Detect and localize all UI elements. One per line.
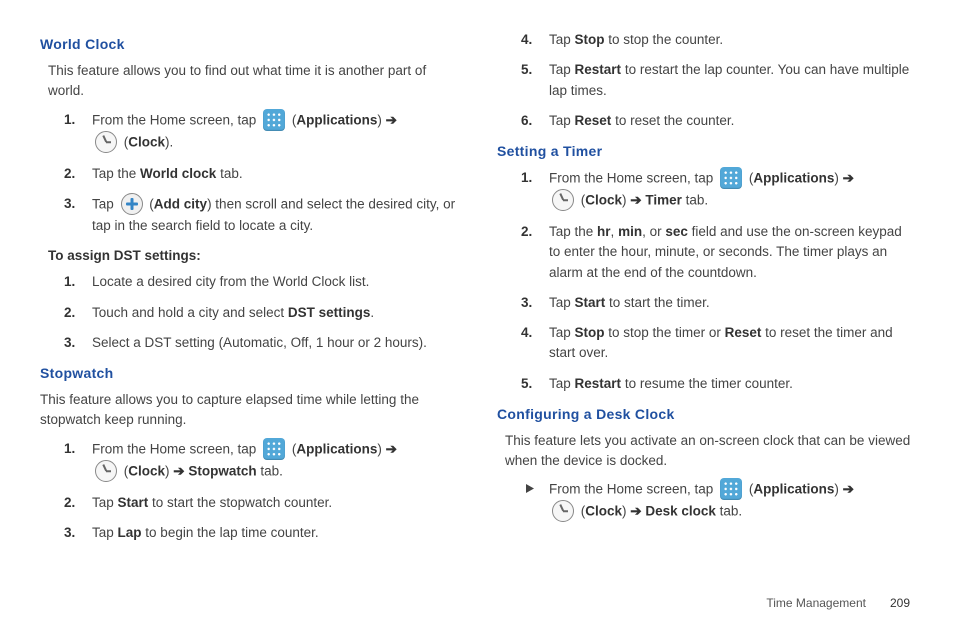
step-text: Tap Restart to restart the lap counter. … <box>549 62 909 97</box>
step-item: 1. From the Home screen, tap (Applicatio… <box>64 110 457 154</box>
step-number: 3. <box>64 333 75 353</box>
step-text: Tap Start to start the stopwatch counter… <box>92 495 332 510</box>
step-number: 2. <box>64 164 75 184</box>
dst-steps: 1. Locate a desired city from the World … <box>64 272 457 353</box>
footer-section-name: Time Management <box>766 594 866 612</box>
world-clock-steps: 1. From the Home screen, tap (Applicatio… <box>64 110 457 237</box>
step-text: (Clock) ➔ Timer tab. <box>581 193 708 208</box>
step-item: 2. Touch and hold a city and select DST … <box>64 303 457 323</box>
step-number: 2. <box>64 493 75 513</box>
step-number: 5. <box>521 374 532 394</box>
step-text: Locate a desired city from the World Clo… <box>92 274 369 289</box>
stopwatch-steps: 1. From the Home screen, tap (Applicatio… <box>64 439 457 544</box>
timer-steps: 1. From the Home screen, tap (Applicatio… <box>521 168 914 394</box>
footer-page-number: 209 <box>890 594 910 612</box>
step-text: Touch and hold a city and select DST set… <box>92 305 374 320</box>
step-text: (Applications) ➔ <box>292 441 397 456</box>
step-text: Tap <box>92 196 118 211</box>
step-number: 2. <box>521 222 532 242</box>
applications-icon <box>263 109 285 131</box>
step-item: 5. Tap Restart to restart the lap counte… <box>521 60 914 101</box>
step-number: 1. <box>64 439 75 459</box>
world-clock-intro: This feature allows you to find out what… <box>48 61 457 102</box>
step-text: From the Home screen, tap <box>549 171 717 186</box>
step-text: Tap Restart to resume the timer counter. <box>549 376 793 391</box>
clock-icon <box>552 500 574 522</box>
step-number: 3. <box>521 293 532 313</box>
heading-setting-timer: Setting a Timer <box>497 141 914 162</box>
step-text: Tap Stop to stop the timer or Reset to r… <box>549 325 893 360</box>
step-text: From the Home screen, tap <box>92 441 260 456</box>
step-number: 4. <box>521 323 532 343</box>
step-number: 5. <box>521 60 532 80</box>
clock-icon <box>552 189 574 211</box>
step-text: (Applications) ➔ <box>292 112 397 127</box>
step-item: 3. Tap (Add city) then scroll and select… <box>64 194 457 236</box>
step-item: 1. From the Home screen, tap (Applicatio… <box>521 168 914 212</box>
heading-stopwatch: Stopwatch <box>40 363 457 384</box>
step-item: 6. Tap Reset to reset the counter. <box>521 111 914 131</box>
heading-desk-clock: Configuring a Desk Clock <box>497 404 914 425</box>
dst-subheading: To assign DST settings: <box>48 246 457 266</box>
desk-clock-intro: This feature lets you activate an on-scr… <box>505 431 914 472</box>
step-item: 1. From the Home screen, tap (Applicatio… <box>64 439 457 483</box>
step-text: (Clock). <box>124 134 174 149</box>
step-number: 1. <box>64 272 75 292</box>
step-text: (Add city) then scroll and select the de… <box>92 196 455 232</box>
step-text: From the Home screen, tap <box>92 112 260 127</box>
step-item: 2. Tap the World clock tab. <box>64 164 457 184</box>
step-item: 5. Tap Restart to resume the timer count… <box>521 374 914 394</box>
step-number: 1. <box>521 168 532 188</box>
step-text: Select a DST setting (Automatic, Off, 1 … <box>92 335 427 350</box>
step-text: Tap Stop to stop the counter. <box>549 32 723 47</box>
step-text: (Clock) ➔ Desk clock tab. <box>581 504 742 519</box>
step-number: 1. <box>64 110 75 130</box>
stopwatch-steps-continued: 4. Tap Stop to stop the counter. 5. Tap … <box>521 30 914 131</box>
step-number: 4. <box>521 30 532 50</box>
step-item: 4. Tap Stop to stop the counter. <box>521 30 914 50</box>
step-text: From the Home screen, tap <box>549 482 717 497</box>
step-text: Tap the hr, min, or sec field and use th… <box>549 224 902 280</box>
stopwatch-intro: This feature allows you to capture elaps… <box>40 390 457 431</box>
clock-icon <box>95 131 117 153</box>
desk-clock-step: From the Home screen, tap (Applications)… <box>521 479 914 523</box>
step-text: Tap Lap to begin the lap time counter. <box>92 525 319 540</box>
step-text: Tap Start to start the timer. <box>549 295 710 310</box>
step-item: 2. Tap the hr, min, or sec field and use… <box>521 222 914 283</box>
step-item: 3. Tap Lap to begin the lap time counter… <box>64 523 457 543</box>
right-column: 4. Tap Stop to stop the counter. 5. Tap … <box>497 30 914 590</box>
left-column: World Clock This feature allows you to f… <box>40 30 457 590</box>
triangle-bullet-icon <box>525 483 535 494</box>
add-city-icon <box>121 193 143 215</box>
step-item: 4. Tap Stop to stop the timer or Reset t… <box>521 323 914 364</box>
step-number: 6. <box>521 111 532 131</box>
applications-icon <box>720 478 742 500</box>
heading-world-clock: World Clock <box>40 34 457 55</box>
step-text: Tap the World clock tab. <box>92 166 243 181</box>
step-text: (Clock) ➔ Stopwatch tab. <box>124 463 283 478</box>
step-text: (Applications) ➔ <box>749 171 854 186</box>
step-item: 3. Tap Start to start the timer. <box>521 293 914 313</box>
step-item: 3. Select a DST setting (Automatic, Off,… <box>64 333 457 353</box>
clock-icon <box>95 460 117 482</box>
step-number: 3. <box>64 194 75 214</box>
applications-icon <box>263 438 285 460</box>
step-item: 1. Locate a desired city from the World … <box>64 272 457 292</box>
applications-icon <box>720 167 742 189</box>
step-text: (Applications) ➔ <box>749 482 854 497</box>
step-number: 3. <box>64 523 75 543</box>
step-text: Tap Reset to reset the counter. <box>549 113 734 128</box>
two-column-layout: World Clock This feature allows you to f… <box>40 30 914 590</box>
page-footer: Time Management 209 <box>40 594 914 612</box>
step-item: 2. Tap Start to start the stopwatch coun… <box>64 493 457 513</box>
step-number: 2. <box>64 303 75 323</box>
